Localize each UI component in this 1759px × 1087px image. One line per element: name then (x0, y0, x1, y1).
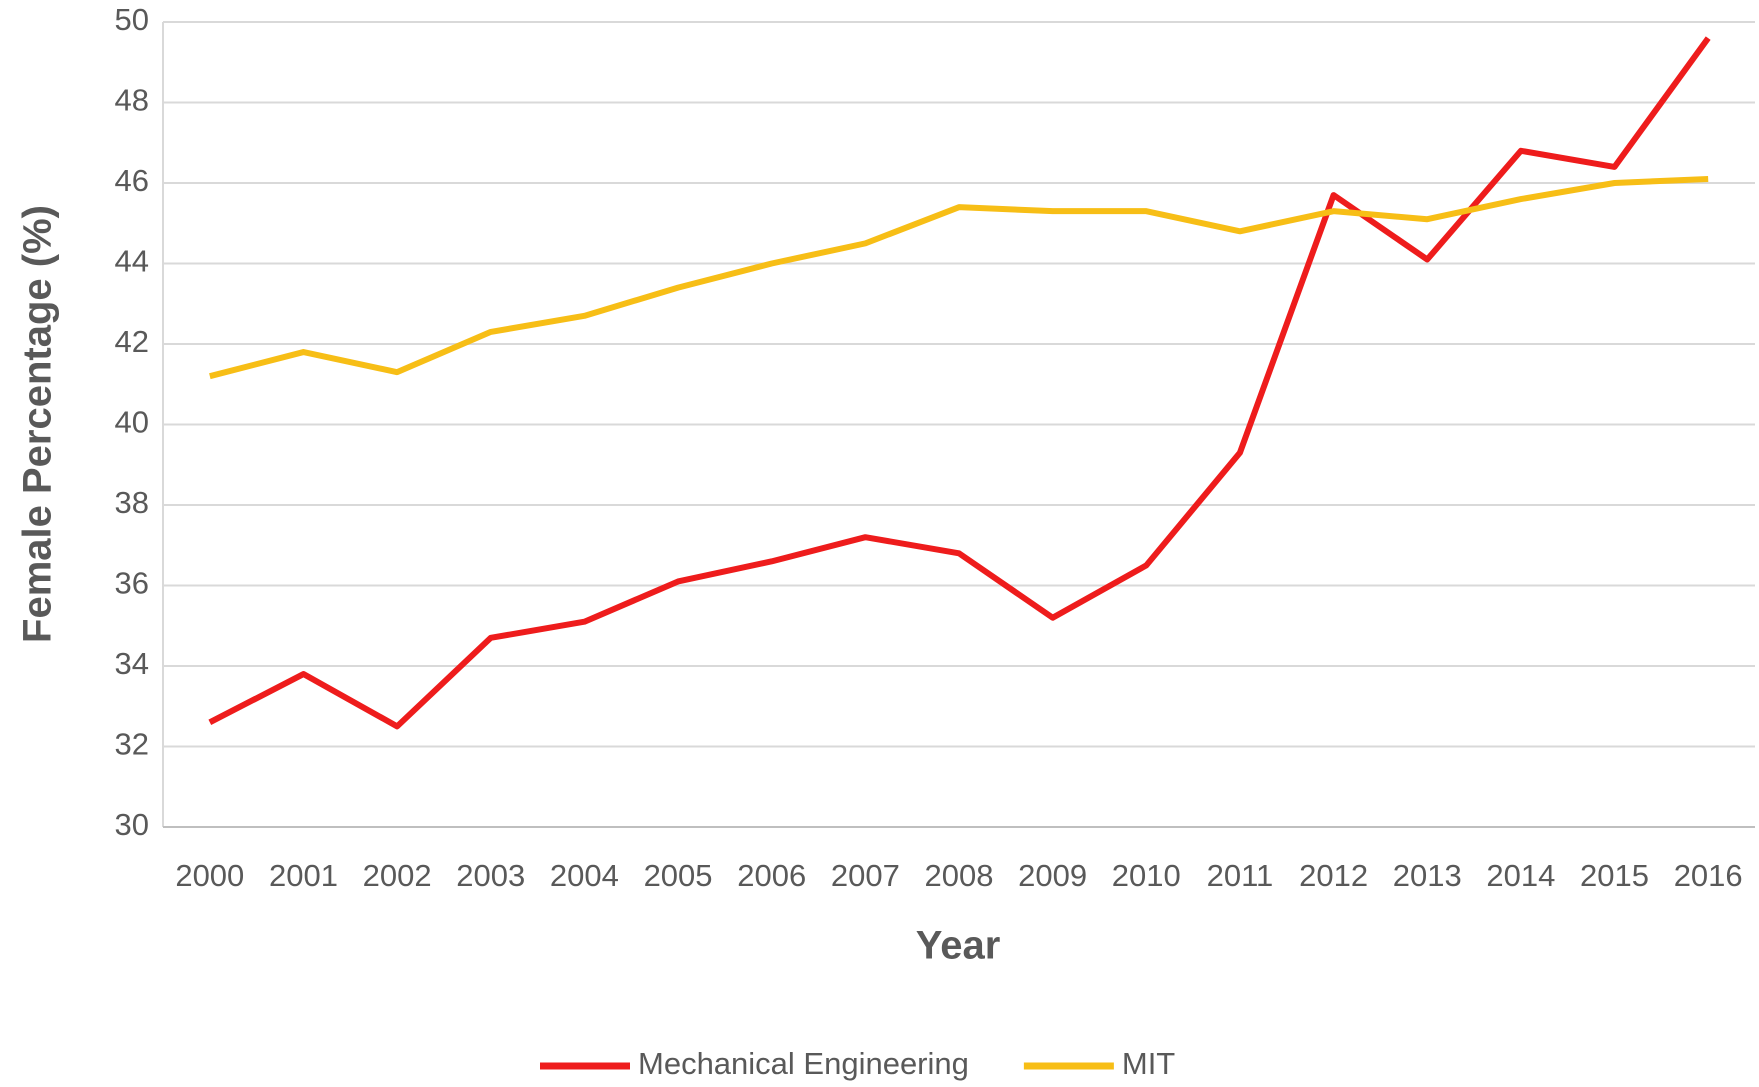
y-tick-label: 48 (115, 83, 149, 118)
x-tick-label: 2006 (737, 858, 806, 893)
x-tick-label: 2000 (175, 858, 244, 893)
x-tick-label: 2007 (831, 858, 900, 893)
y-tick-label: 40 (115, 405, 149, 440)
y-axis-title: Female Percentage (%) (16, 205, 60, 643)
y-tick-label: 32 (115, 727, 149, 762)
x-tick-label: 2005 (644, 858, 713, 893)
x-tick-label: 2009 (1018, 858, 1087, 893)
y-tick-label: 50 (115, 2, 149, 37)
x-tick-label: 2016 (1674, 858, 1743, 893)
y-tick-label: 46 (115, 163, 149, 198)
y-tick-label: 30 (115, 807, 149, 842)
x-tick-label: 2015 (1580, 858, 1649, 893)
x-tick-label: 2003 (456, 858, 525, 893)
x-tick-label: 2008 (925, 858, 994, 893)
x-tick-label: 2001 (269, 858, 338, 893)
x-tick-label: 2010 (1112, 858, 1181, 893)
y-tick-label: 42 (115, 324, 149, 359)
x-tick-label: 2013 (1393, 858, 1462, 893)
series-line (209, 175, 1709, 380)
x-tick-label: 2014 (1486, 858, 1555, 893)
legend-label: Mechanical Engineering (638, 1046, 969, 1081)
y-tick-label: 38 (115, 485, 149, 520)
y-tick-label: 44 (115, 244, 149, 279)
x-tick-label: 2012 (1299, 858, 1368, 893)
x-tick-label: 2002 (363, 858, 432, 893)
y-tick-label: 36 (115, 566, 149, 601)
y-tick-label: 34 (115, 646, 149, 681)
x-axis-title: Year (916, 924, 1001, 968)
x-tick-label: 2011 (1207, 858, 1274, 893)
series-line (208, 36, 1711, 730)
x-tick-label: 2004 (550, 858, 619, 893)
legend-label: MIT (1122, 1046, 1175, 1081)
